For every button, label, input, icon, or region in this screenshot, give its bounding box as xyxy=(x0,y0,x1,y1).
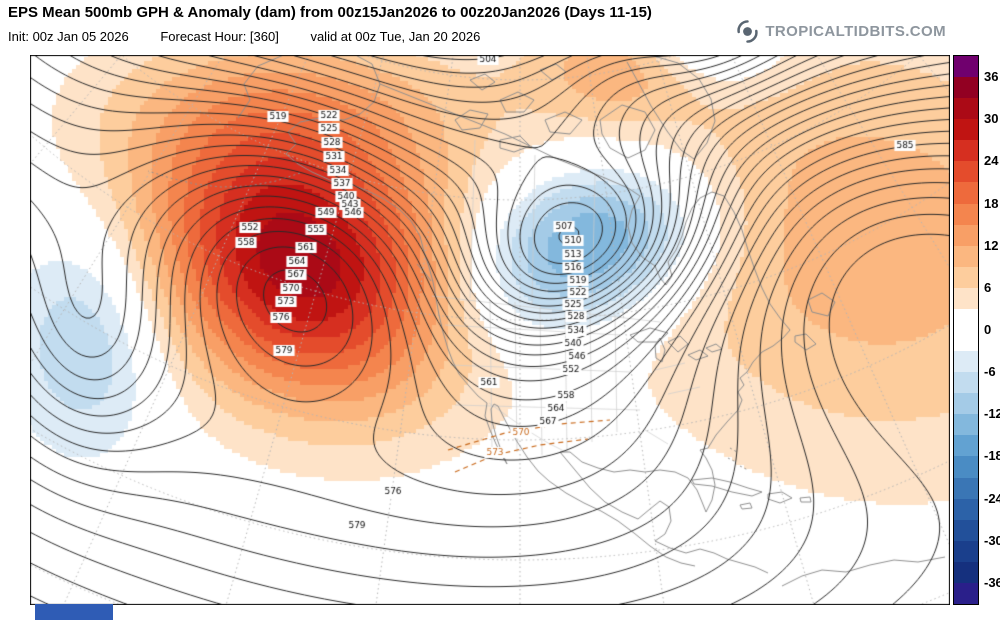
colorbar-segment xyxy=(954,203,978,225)
colorbar-segment xyxy=(954,161,978,183)
colorbar-segment xyxy=(954,98,978,120)
colorbar-tick-label: 0 xyxy=(984,322,992,337)
colorbar-segment xyxy=(954,245,978,267)
colorbar-segment xyxy=(954,224,978,246)
colorbar-segment xyxy=(954,266,978,288)
colorbar-tick-label: 12 xyxy=(984,237,999,253)
colorbar-segment xyxy=(954,372,978,394)
colorbar-tick-label: -12 xyxy=(984,406,1000,422)
colorbar-tick-label: 18 xyxy=(984,195,999,211)
colorbar xyxy=(953,55,979,605)
valid-time: valid at 00z Tue, Jan 20 2026 xyxy=(310,29,481,44)
colorbar-tick-label: -24 xyxy=(984,490,1000,506)
colorbar-tick-label: -30 xyxy=(984,532,1000,548)
colorbar-tick-label: 24 xyxy=(984,153,999,169)
colorbar-segment xyxy=(954,119,978,141)
colorbar-tick-label: -6 xyxy=(984,364,996,380)
colorbar-segment xyxy=(954,561,978,583)
chart-title: EPS Mean 500mb GPH & Anomaly (dam) from … xyxy=(8,4,652,21)
forecast-hour: Forecast Hour: [360] xyxy=(160,29,279,44)
colorbar-segment xyxy=(954,414,978,436)
weather-map-canvas xyxy=(30,55,950,605)
bottom-left-blue-bar xyxy=(35,604,113,620)
colorbar-segment xyxy=(954,56,978,78)
colorbar-segment xyxy=(954,435,978,457)
colorbar-segment xyxy=(954,182,978,204)
chart-subtitle: Init: 00z Jan 05 2026 Forecast Hour: [36… xyxy=(8,29,508,44)
logo-text: TROPICALTIDBITS.COM xyxy=(765,23,946,40)
colorbar-segment xyxy=(954,582,978,605)
colorbar-segment xyxy=(954,456,978,478)
colorbar-segment xyxy=(954,140,978,162)
colorbar-segment xyxy=(954,308,978,331)
site-logo[interactable]: TROPICALTIDBITS.COM xyxy=(736,20,946,43)
colorbar-segment xyxy=(954,393,978,415)
colorbar-segment xyxy=(954,477,978,499)
colorbar-tick-label: 36 xyxy=(984,69,999,85)
colorbar-tick-label: 6 xyxy=(984,279,992,295)
colorbar-segment xyxy=(954,287,978,309)
colorbar-tick-label: 30 xyxy=(984,111,999,127)
colorbar-segment xyxy=(954,540,978,562)
hurricane-icon xyxy=(737,20,758,43)
colorbar-segment xyxy=(954,77,978,99)
colorbar-segment xyxy=(954,351,978,373)
init-time: Init: 00z Jan 05 2026 xyxy=(8,29,129,44)
colorbar-segment xyxy=(954,330,978,352)
colorbar-tick-label: -18 xyxy=(984,448,1000,464)
colorbar-tick-label: -36 xyxy=(984,574,1000,590)
colorbar-segment xyxy=(954,519,978,541)
colorbar-segment xyxy=(954,498,978,520)
